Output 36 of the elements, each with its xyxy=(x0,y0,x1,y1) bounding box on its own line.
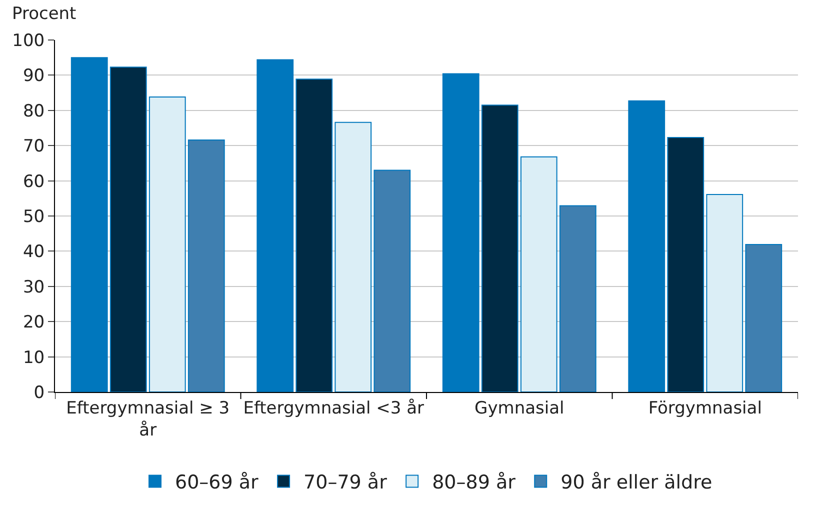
bar xyxy=(559,205,596,392)
bar xyxy=(745,244,782,392)
bar xyxy=(481,104,518,392)
bar xyxy=(334,122,372,392)
bar xyxy=(628,100,666,392)
bar xyxy=(667,137,704,392)
y-tick-label: 100 xyxy=(12,30,45,51)
y-tick-label: 80 xyxy=(22,101,45,122)
x-tick-label: Eftergymnasial ≥ 3 år xyxy=(66,398,230,440)
legend-label: 80–89 år xyxy=(432,472,516,494)
x-tick-label: Förgymnasial xyxy=(648,398,762,418)
y-axis-title: Procent xyxy=(12,4,77,24)
bar xyxy=(110,66,147,392)
y-tick-label: 90 xyxy=(22,66,45,86)
y-tick-label: 70 xyxy=(22,136,45,157)
bar xyxy=(188,139,225,392)
y-tick-label: 50 xyxy=(22,206,45,227)
y-tick-label: 10 xyxy=(22,348,45,368)
bar xyxy=(706,194,744,392)
legend-label: 90 år eller äldre xyxy=(560,472,712,494)
y-tick-label: 30 xyxy=(22,277,45,298)
bar xyxy=(70,57,108,392)
y-tick-label: 60 xyxy=(22,172,45,192)
x-tick-label: Eftergymnasial <3 år xyxy=(243,398,424,418)
bar xyxy=(442,73,480,392)
legend-label: 60–69 år xyxy=(175,472,259,494)
bar xyxy=(296,78,333,392)
bar xyxy=(148,96,186,392)
bar xyxy=(520,156,558,392)
bar xyxy=(256,59,294,392)
y-tick-label: 20 xyxy=(22,312,45,333)
legend-label: 70–79 år xyxy=(304,472,388,494)
bar xyxy=(374,170,411,392)
y-tick-label: 0 xyxy=(34,382,45,403)
x-tick-label: Gymnasial xyxy=(474,398,564,418)
y-tick-label: 40 xyxy=(22,242,45,262)
